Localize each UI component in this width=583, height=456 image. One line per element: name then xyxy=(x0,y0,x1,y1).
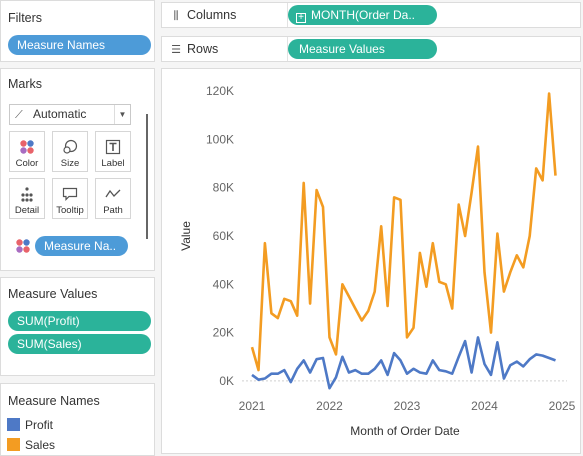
columns-shelf-label: ⫼ Columns xyxy=(162,3,288,27)
marks-size-label: Size xyxy=(60,158,80,169)
rows-icon: ☰ xyxy=(171,43,181,56)
label-icon xyxy=(96,136,130,158)
y-tick-label: 40K xyxy=(213,277,234,291)
y-tick-label: 80K xyxy=(213,181,234,195)
marks-path-button[interactable]: Path xyxy=(95,178,131,219)
legend-title: Measure Names xyxy=(8,394,100,408)
measure-values-title: Measure Values xyxy=(8,287,98,301)
marks-color-pill[interactable]: Measure Na.. xyxy=(35,236,128,256)
y-tick-label: 20K xyxy=(213,326,234,340)
rows-label: Rows xyxy=(187,42,219,56)
legend-swatch-sales xyxy=(7,438,20,451)
y-tick-label: 100K xyxy=(206,132,234,146)
tooltip-icon xyxy=(53,183,87,205)
y-axis: 0K 20K 40K 60K 80K 100K 120K xyxy=(206,84,567,388)
series-lines xyxy=(250,92,557,390)
legend-item-sales[interactable]: Sales xyxy=(7,438,55,454)
marks-title: Marks xyxy=(8,77,43,91)
marks-label-button[interactable]: Label xyxy=(95,131,131,172)
mark-type-value: Automatic xyxy=(33,107,87,121)
rows-shelf-label: ☰ Rows xyxy=(162,37,288,61)
columns-shelf[interactable]: ⫼ Columns + MONTH(Order Da.. xyxy=(161,2,581,28)
marks-tooltip-button[interactable]: Tooltip xyxy=(52,178,88,219)
legend-label-sales: Sales xyxy=(25,438,56,452)
filters-title: Filters xyxy=(8,11,43,25)
detail-icon xyxy=(10,183,44,205)
series-line-profit[interactable] xyxy=(251,336,556,390)
legend-label-profit: Profit xyxy=(25,418,54,432)
color-icon xyxy=(10,136,44,158)
series-line-sales[interactable] xyxy=(250,92,557,372)
filter-measure-names-pill[interactable]: Measure Names xyxy=(8,35,151,55)
marks-pane: Marks ⟋ Automatic ▼ Color Size Label xyxy=(0,68,155,271)
marks-detail-button[interactable]: Detail xyxy=(9,178,45,219)
x-tick-label: 2024 xyxy=(471,399,498,413)
line-chart-icon: ⟋ xyxy=(15,108,23,121)
expand-plus-icon: + xyxy=(296,13,306,23)
color-icon xyxy=(15,238,31,259)
y-tick-label: 120K xyxy=(206,84,234,98)
chevron-down-icon: ▼ xyxy=(114,105,130,124)
legend-swatch-profit xyxy=(7,418,20,431)
marks-path-label: Path xyxy=(103,205,123,216)
marks-scrollbar[interactable] xyxy=(146,114,148,239)
marks-detail-label: Detail xyxy=(14,205,40,216)
rows-measure-values-pill[interactable]: Measure Values xyxy=(288,39,437,59)
columns-month-pill[interactable]: + MONTH(Order Da.. xyxy=(288,5,437,25)
filters-pane: Filters Measure Names xyxy=(0,0,155,62)
x-axis-title: Month of Order Date xyxy=(350,424,460,438)
y-axis-title: Value xyxy=(179,221,193,251)
y-tick-label: 60K xyxy=(213,229,234,243)
marks-label-label: Label xyxy=(101,158,125,169)
legend-item-profit[interactable]: Profit xyxy=(7,418,53,434)
marks-tooltip-label: Tooltip xyxy=(56,205,84,216)
marks-size-button[interactable]: Size xyxy=(52,131,88,172)
mark-type-dropdown[interactable]: ⟋ Automatic ▼ xyxy=(9,104,131,125)
x-tick-label: 2023 xyxy=(394,399,421,413)
x-axis: 2021 2022 2023 2024 2025 xyxy=(239,399,576,413)
columns-icon: ⫼ xyxy=(173,9,179,22)
legend-pane: Measure Names Profit Sales xyxy=(0,383,155,456)
marks-color-label: Color xyxy=(15,158,39,169)
columns-label: Columns xyxy=(187,8,237,22)
measure-value-pill-profit[interactable]: SUM(Profit) xyxy=(8,311,151,331)
measure-value-pill-sales[interactable]: SUM(Sales) xyxy=(8,334,151,354)
measure-values-pane: Measure Values SUM(Profit) SUM(Sales) xyxy=(0,277,155,376)
columns-pill-label: MONTH(Order Da.. xyxy=(311,8,416,22)
y-tick-label: 0K xyxy=(219,374,234,388)
rows-shelf[interactable]: ☰ Rows Measure Values xyxy=(161,36,581,62)
x-tick-label: 2021 xyxy=(239,399,266,413)
chart-view: 0K 20K 40K 60K 80K 100K 120K 2021 2022 2023 2024 2… xyxy=(161,68,581,454)
size-icon xyxy=(53,136,87,158)
path-icon xyxy=(96,183,130,205)
x-tick-label: 2022 xyxy=(316,399,343,413)
marks-color-button[interactable]: Color xyxy=(9,131,45,172)
x-tick-label: 2025 xyxy=(549,399,576,413)
